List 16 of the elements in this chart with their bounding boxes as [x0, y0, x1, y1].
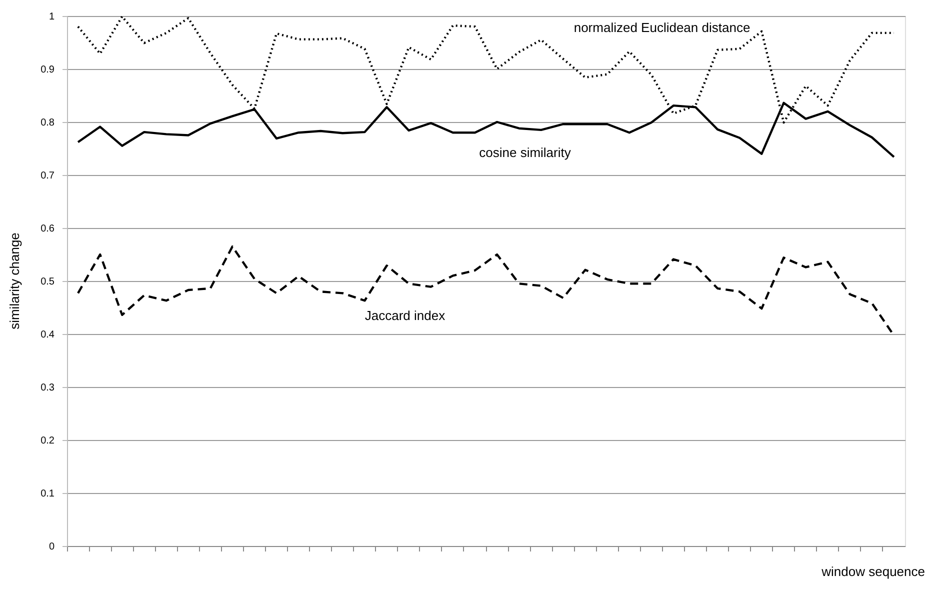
y-tick-label: 0.9: [40, 64, 55, 76]
y-tick-label: 0.3: [40, 382, 55, 394]
series-label: Jaccard index: [364, 308, 446, 323]
series-label: cosine similarity: [479, 145, 572, 160]
y-tick-label: 0.7: [40, 170, 55, 182]
y-tick-label: 0.2: [40, 436, 55, 446]
y-tick-label: 1: [48, 12, 55, 22]
y-tick-label: 0.1: [40, 488, 55, 500]
y-tick-label: 0.8: [40, 118, 55, 128]
y-tick-label: 0.6: [40, 224, 55, 234]
series-label: normalized Euclidean distance: [574, 20, 750, 35]
y-tick-label: 0.5: [40, 276, 55, 288]
y-tick-label: 0: [48, 542, 55, 552]
y-tick-label: 0.4: [40, 330, 55, 340]
y-axis-title: similarity change: [7, 232, 22, 330]
x-axis-title: window sequence: [820, 564, 925, 579]
